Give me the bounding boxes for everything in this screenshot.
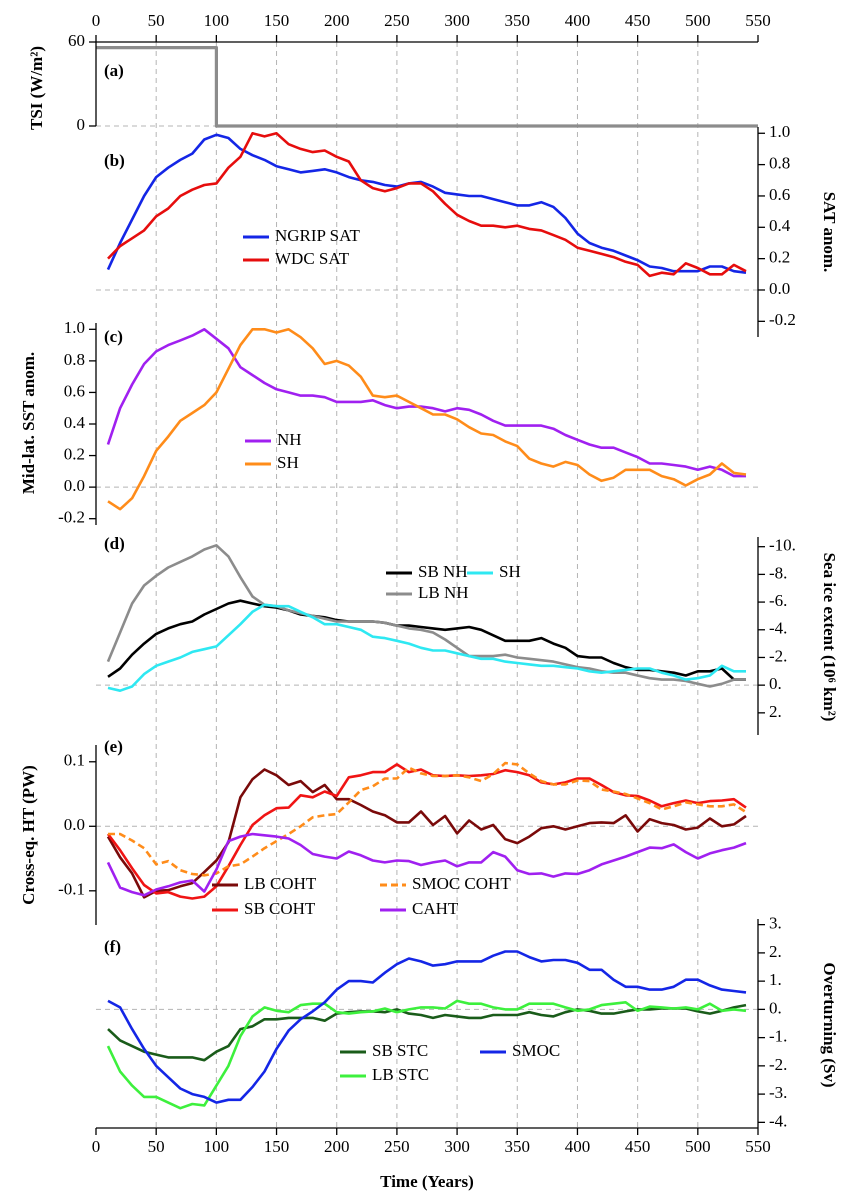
x-tick-label: 100 <box>204 11 230 30</box>
legend-label: LB STC <box>372 1065 429 1084</box>
data-line <box>107 132 747 278</box>
y-tick-label: -3. <box>769 1083 787 1102</box>
legend-label: SB COHT <box>244 899 316 918</box>
x-tick-label: 300 <box>444 11 470 30</box>
legend-label: SB STC <box>372 1041 428 1060</box>
y-tick-label: 0.4 <box>64 413 86 432</box>
y-tick-label: 0.2 <box>64 444 85 463</box>
y-tick-label: 0.0 <box>64 476 85 495</box>
y-tick-label: 1. <box>769 970 782 989</box>
y-tick-label: 2. <box>769 942 782 961</box>
y-axis-label: Overturning (Sv) <box>820 962 839 1087</box>
legend-label: SH <box>277 453 299 472</box>
legend-label: LB COHT <box>244 874 317 893</box>
y-tick-label: 0.6 <box>64 381 85 400</box>
y-axis-label: Mid-lat. SST anom. <box>19 352 38 494</box>
x-tick-label: 0 <box>92 1137 101 1156</box>
y-tick-label: 0 <box>77 115 86 134</box>
data-line <box>107 603 746 692</box>
legend-label: LB NH <box>418 583 469 602</box>
x-tick-label: 400 <box>565 11 591 30</box>
data-line <box>106 544 746 688</box>
legend-label: SMOC COHT <box>412 874 511 893</box>
legend-label: SH <box>499 562 521 581</box>
y-tick-label: 60 <box>68 31 85 50</box>
x-axis-label: Time (Years) <box>380 1172 474 1191</box>
y-tick-label: 0.6 <box>769 185 790 204</box>
x-tick-label: 250 <box>384 11 410 30</box>
y-tick-label: -2. <box>769 1055 787 1074</box>
panel-label: (a) <box>104 61 124 80</box>
y-tick-label: 0.8 <box>769 154 790 173</box>
legend-label: WDC SAT <box>275 249 350 268</box>
x-tick-label: 200 <box>324 1137 350 1156</box>
data-line <box>106 133 747 274</box>
y-tick-label: 0. <box>769 674 782 693</box>
y-axis-label: TSI (W/m²) <box>27 46 46 130</box>
x-tick-label: 150 <box>264 1137 290 1156</box>
y-tick-label: -4. <box>769 1111 787 1130</box>
data-line <box>106 999 747 1110</box>
y-tick-label: 0.2 <box>769 248 790 267</box>
y-tick-label: -0.2 <box>58 508 85 527</box>
y-tick-label: -2. <box>769 646 787 665</box>
x-tick-label: 550 <box>745 1137 771 1156</box>
legend-label: SMOC <box>512 1041 560 1060</box>
y-tick-label: -4. <box>769 619 787 638</box>
y-tick-label: 3. <box>769 914 782 933</box>
x-tick-label: 350 <box>505 11 531 30</box>
y-tick-label: 1.0 <box>769 122 790 141</box>
y-tick-label: -0.2 <box>769 310 796 329</box>
x-tick-label: 300 <box>444 1137 470 1156</box>
legend-label: CAHT <box>412 899 459 918</box>
y-axis-label: SAT anom. <box>820 192 839 273</box>
legend-label: NH <box>277 430 302 449</box>
y-tick-label: 2. <box>769 702 782 721</box>
y-tick-label: 0.0 <box>769 279 790 298</box>
y-tick-label: 0.8 <box>64 350 85 369</box>
x-tick-label: 50 <box>148 1137 165 1156</box>
x-tick-label: 100 <box>204 1137 230 1156</box>
y-tick-label: 0.1 <box>64 751 85 770</box>
x-tick-label: 0 <box>92 11 101 30</box>
x-tick-label: 500 <box>685 1137 711 1156</box>
y-tick-label: -10. <box>769 536 796 555</box>
legend-label: SB NH <box>418 562 468 581</box>
data-line <box>96 46 758 128</box>
y-tick-label: 0.0 <box>64 815 85 834</box>
data-line <box>106 768 747 899</box>
y-axis-label: Sea ice extent (10⁶ km²) <box>820 553 839 722</box>
data-line <box>107 599 746 681</box>
x-tick-label: 550 <box>745 11 771 30</box>
data-line <box>106 328 746 478</box>
y-tick-label: -8. <box>769 563 787 582</box>
y-axis-label: Cross-eq. HT (PW) <box>19 765 38 905</box>
panel-label: (e) <box>104 737 123 756</box>
y-tick-label: 0. <box>769 998 782 1017</box>
y-tick-label: -1. <box>769 1027 787 1046</box>
legend-label: NGRIP SAT <box>275 226 360 245</box>
panel-label: (c) <box>104 327 123 346</box>
y-tick-label: 1.0 <box>64 318 85 337</box>
data-line <box>106 763 747 900</box>
x-tick-label: 400 <box>565 1137 591 1156</box>
y-tick-label: -6. <box>769 591 787 610</box>
y-tick-label: 0.4 <box>769 216 791 235</box>
x-tick-label: 200 <box>324 11 350 30</box>
x-tick-label: 450 <box>625 11 651 30</box>
data-line <box>107 328 747 511</box>
x-tick-label: 450 <box>625 1137 651 1156</box>
data-line <box>107 950 747 1104</box>
panel-label: (f) <box>104 937 121 956</box>
x-tick-label: 500 <box>685 11 711 30</box>
panel-label: (b) <box>104 151 125 170</box>
panel-label: (d) <box>104 534 125 553</box>
x-tick-label: 50 <box>148 11 165 30</box>
x-tick-label: 250 <box>384 1137 410 1156</box>
data-line <box>106 832 747 897</box>
x-tick-label: 350 <box>505 1137 531 1156</box>
x-tick-label: 150 <box>264 11 290 30</box>
y-tick-label: -0.1 <box>58 880 85 899</box>
